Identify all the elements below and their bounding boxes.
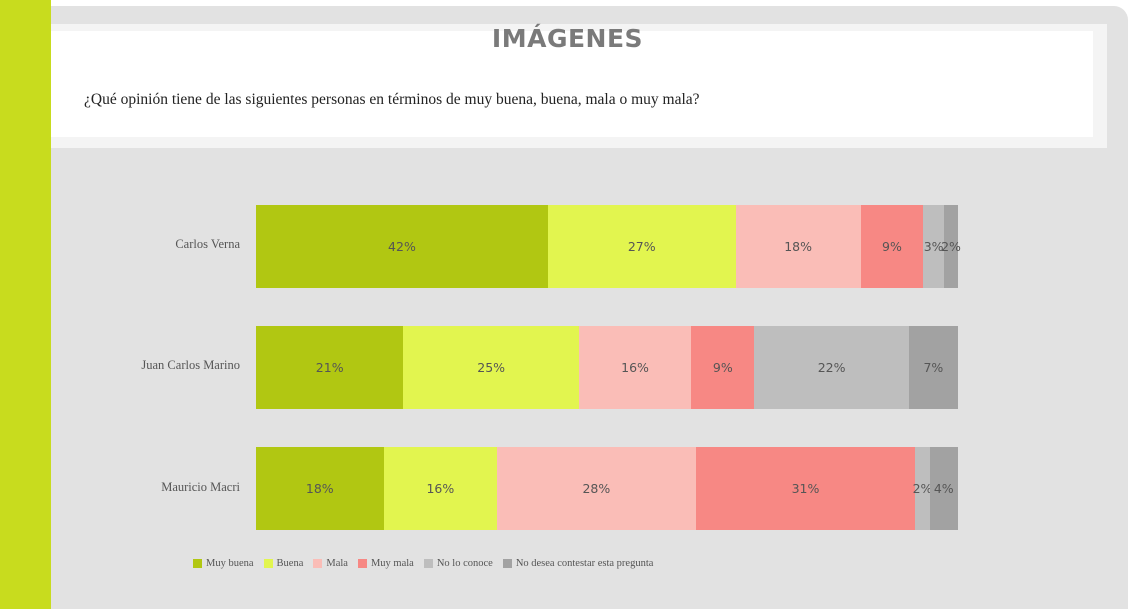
bar-segment: 9% bbox=[860, 205, 924, 288]
bar-row: 42% 27% 18% 9% 3% 2% bbox=[256, 205, 961, 288]
row-label: Mauricio Macri bbox=[161, 480, 240, 494]
legend-label: Muy buena bbox=[206, 558, 254, 569]
bar-segment: 28% bbox=[497, 447, 696, 530]
bar-segment: 21% bbox=[256, 326, 404, 409]
bar-segment: 7% bbox=[908, 326, 958, 409]
legend-label: No lo conoce bbox=[436, 558, 493, 569]
bar-segment: 16% bbox=[578, 326, 692, 409]
legend-swatch-icon bbox=[313, 559, 323, 568]
bar-segment: 16% bbox=[383, 447, 498, 530]
survey-question: ¿Qué opinión tiene de las siguientes per… bbox=[84, 91, 700, 108]
legend-label: Muy mala bbox=[370, 558, 414, 569]
legend-swatch-icon bbox=[423, 559, 433, 568]
header-panel bbox=[51, 31, 1093, 137]
legend-label: Mala bbox=[326, 558, 348, 569]
legend-item: Muy mala bbox=[357, 558, 414, 569]
legend-item: No lo conoce bbox=[423, 558, 493, 569]
bar-segment: 42% bbox=[256, 205, 548, 288]
legend-swatch-icon bbox=[263, 559, 273, 568]
legend-item: Muy buena bbox=[193, 558, 254, 569]
bar-segment: 4% bbox=[929, 447, 958, 530]
bar-segment: 25% bbox=[403, 326, 579, 409]
chart-legend: Muy buena Buena Mala Muy mala No lo conoce No… bbox=[193, 558, 663, 569]
legend-item: Buena bbox=[263, 558, 304, 569]
bar-segment: 9% bbox=[691, 326, 755, 409]
bar-segment: 22% bbox=[754, 326, 909, 409]
bar-segment: 18% bbox=[735, 205, 861, 288]
legend-swatch-icon bbox=[502, 559, 512, 568]
slide-title: IMÁGENES bbox=[491, 24, 644, 53]
bar-segment: 3% bbox=[923, 205, 945, 288]
row-label: Juan Carlos Marino bbox=[141, 358, 240, 372]
bar-row: 18% 16% 28% 31% 2% 4% bbox=[256, 447, 958, 530]
row-label: Carlos Verna bbox=[175, 237, 240, 251]
legend-swatch-icon bbox=[193, 559, 202, 568]
accent-band bbox=[0, 0, 51, 609]
legend-label: No desea contestar esta pregunta bbox=[515, 558, 654, 569]
bar-segment: 2% bbox=[941, 205, 961, 288]
legend-item: No desea contestar esta pregunta bbox=[502, 558, 654, 569]
bar-segment: 27% bbox=[547, 205, 736, 288]
legend-item: Mala bbox=[313, 558, 348, 569]
bar-segment: 18% bbox=[256, 447, 384, 530]
legend-label: Buena bbox=[276, 558, 304, 569]
bar-row: 21% 25% 16% 9% 22% 7% bbox=[256, 326, 958, 409]
bar-segment: 2% bbox=[913, 447, 932, 530]
legend-swatch-icon bbox=[357, 559, 367, 568]
bar-segment: 31% bbox=[695, 447, 916, 530]
